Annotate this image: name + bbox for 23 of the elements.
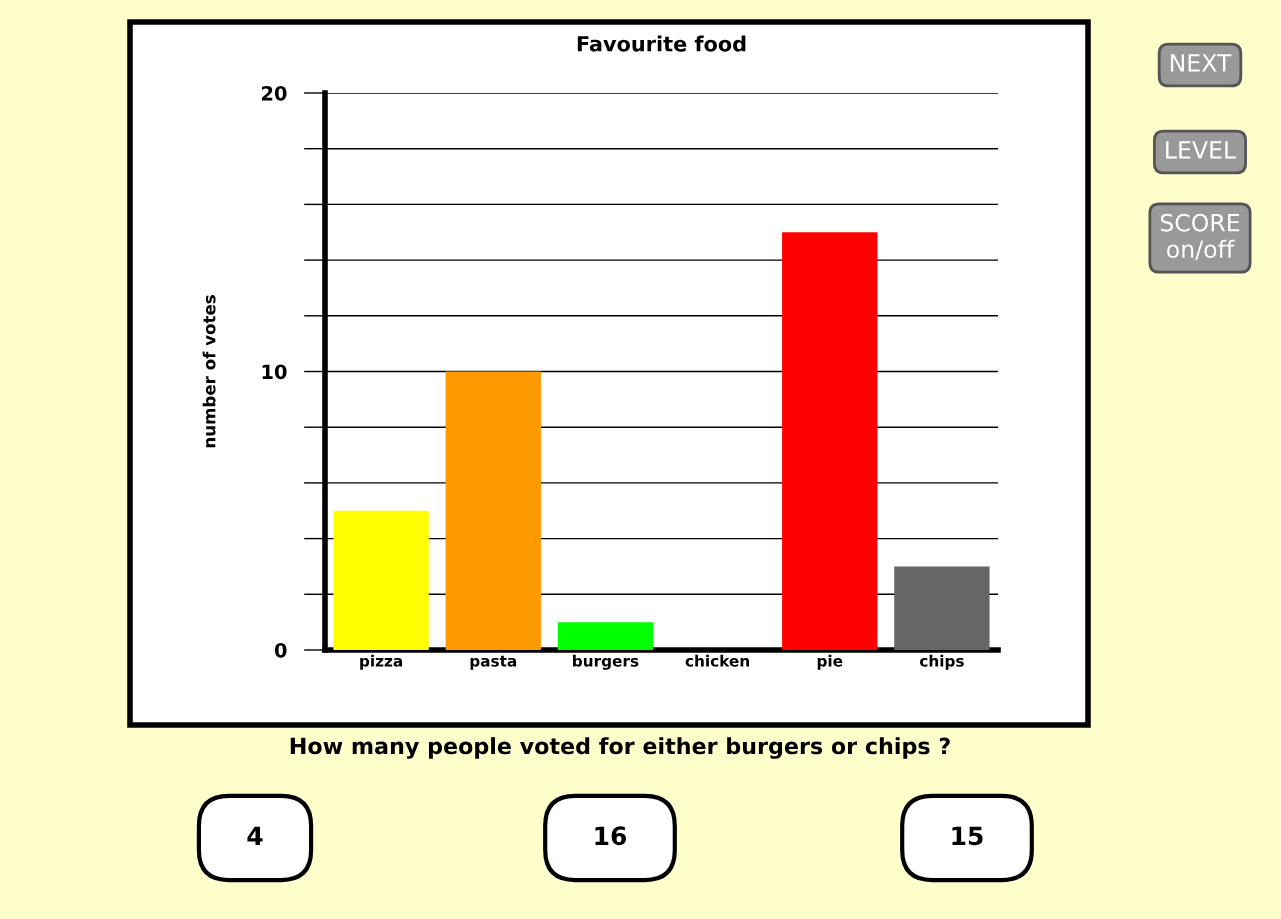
chart-title: Favourite food	[577, 35, 746, 52]
x-tick-label: pasta	[470, 655, 517, 670]
text: LEVEL	[1166, 141, 1237, 159]
y-tick-label: 10	[262, 364, 287, 380]
x-tick-label: pizza	[360, 654, 403, 670]
x-tick-label: pie	[817, 654, 843, 670]
text: NEXT	[1170, 54, 1232, 72]
y-tick-label: 0	[274, 642, 287, 658]
y-tick-label: 20	[261, 85, 287, 101]
text: 16	[595, 826, 627, 846]
bar	[557, 622, 654, 650]
text: 15	[952, 826, 983, 846]
text: How many people voted for either burgers or chips ?	[290, 737, 950, 759]
bar	[782, 232, 878, 650]
text: 4	[247, 826, 263, 845]
bar	[894, 566, 990, 650]
bar	[333, 510, 429, 650]
x-tick-label: chicken	[685, 654, 749, 667]
x-tick-label: chips	[919, 654, 964, 670]
y-axis-title: number of votes	[202, 295, 216, 448]
x-tick-label: burgers	[573, 654, 639, 670]
bar	[445, 371, 541, 650]
text: SCORE on/off	[1160, 213, 1240, 260]
